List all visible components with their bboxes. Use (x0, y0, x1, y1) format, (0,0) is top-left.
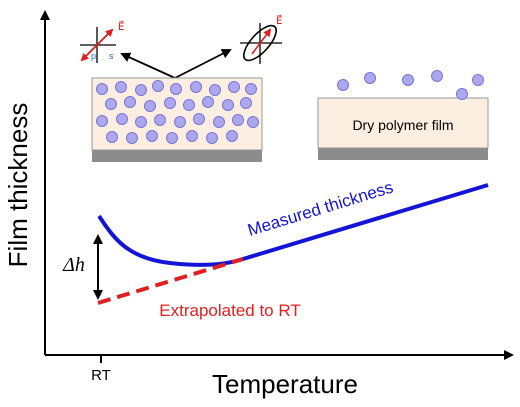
particle (170, 83, 182, 95)
particle (183, 99, 195, 111)
p-label: p (91, 51, 96, 61)
delta-h-label: Δh (62, 254, 85, 276)
reflected-icon (240, 23, 282, 64)
particle (106, 131, 118, 143)
substrate-left (92, 150, 262, 162)
desorbed-particles (337, 70, 484, 100)
incident-arrow (120, 52, 176, 79)
particle (456, 88, 468, 100)
particle (186, 130, 198, 142)
particle (135, 84, 147, 96)
particle (472, 74, 484, 86)
particle (96, 83, 108, 95)
penetrant-particles (96, 80, 259, 144)
particle (96, 115, 108, 127)
particle (124, 96, 136, 108)
measured-curve (97, 183, 489, 267)
particle (213, 116, 225, 128)
particle (116, 113, 128, 125)
particle (222, 99, 234, 111)
extrapolated-line (97, 257, 244, 305)
s-label: s (109, 51, 114, 61)
particle (164, 97, 176, 109)
particle (166, 132, 178, 144)
substrate-right (318, 148, 488, 160)
particle (135, 116, 147, 128)
incident-field-label: E⃗ (118, 20, 124, 33)
particle (115, 81, 127, 93)
particle (364, 72, 376, 84)
particle (152, 80, 164, 92)
particle (146, 130, 158, 142)
particle (154, 114, 166, 126)
particle (232, 114, 244, 126)
particle (174, 116, 186, 128)
particle (431, 70, 443, 82)
y-axis-title: Film thickness (3, 103, 33, 268)
reflected-arrow (174, 49, 232, 79)
particle (228, 81, 240, 93)
particle (126, 132, 138, 144)
x-axis-title: Temperature (212, 369, 358, 399)
extrapolated-label: Extrapolated to RT (159, 301, 300, 320)
particle (402, 74, 414, 86)
particle (337, 79, 349, 91)
particle (105, 98, 117, 110)
particle (209, 84, 221, 96)
particle (247, 116, 259, 128)
rt-label: RT (91, 367, 111, 384)
particle (190, 81, 202, 93)
incident-icon (80, 27, 116, 63)
particle (202, 96, 214, 108)
particle (193, 113, 205, 125)
particle (206, 132, 218, 144)
particle (226, 130, 238, 142)
measured-label: Measured thickness (245, 178, 395, 240)
dry-film (317, 97, 489, 149)
dry-film-label: Dry polymer film (352, 117, 453, 133)
particle (144, 100, 156, 112)
particle (240, 97, 252, 109)
particle (245, 83, 257, 95)
reflected-field-label: E⃗ (276, 14, 282, 27)
